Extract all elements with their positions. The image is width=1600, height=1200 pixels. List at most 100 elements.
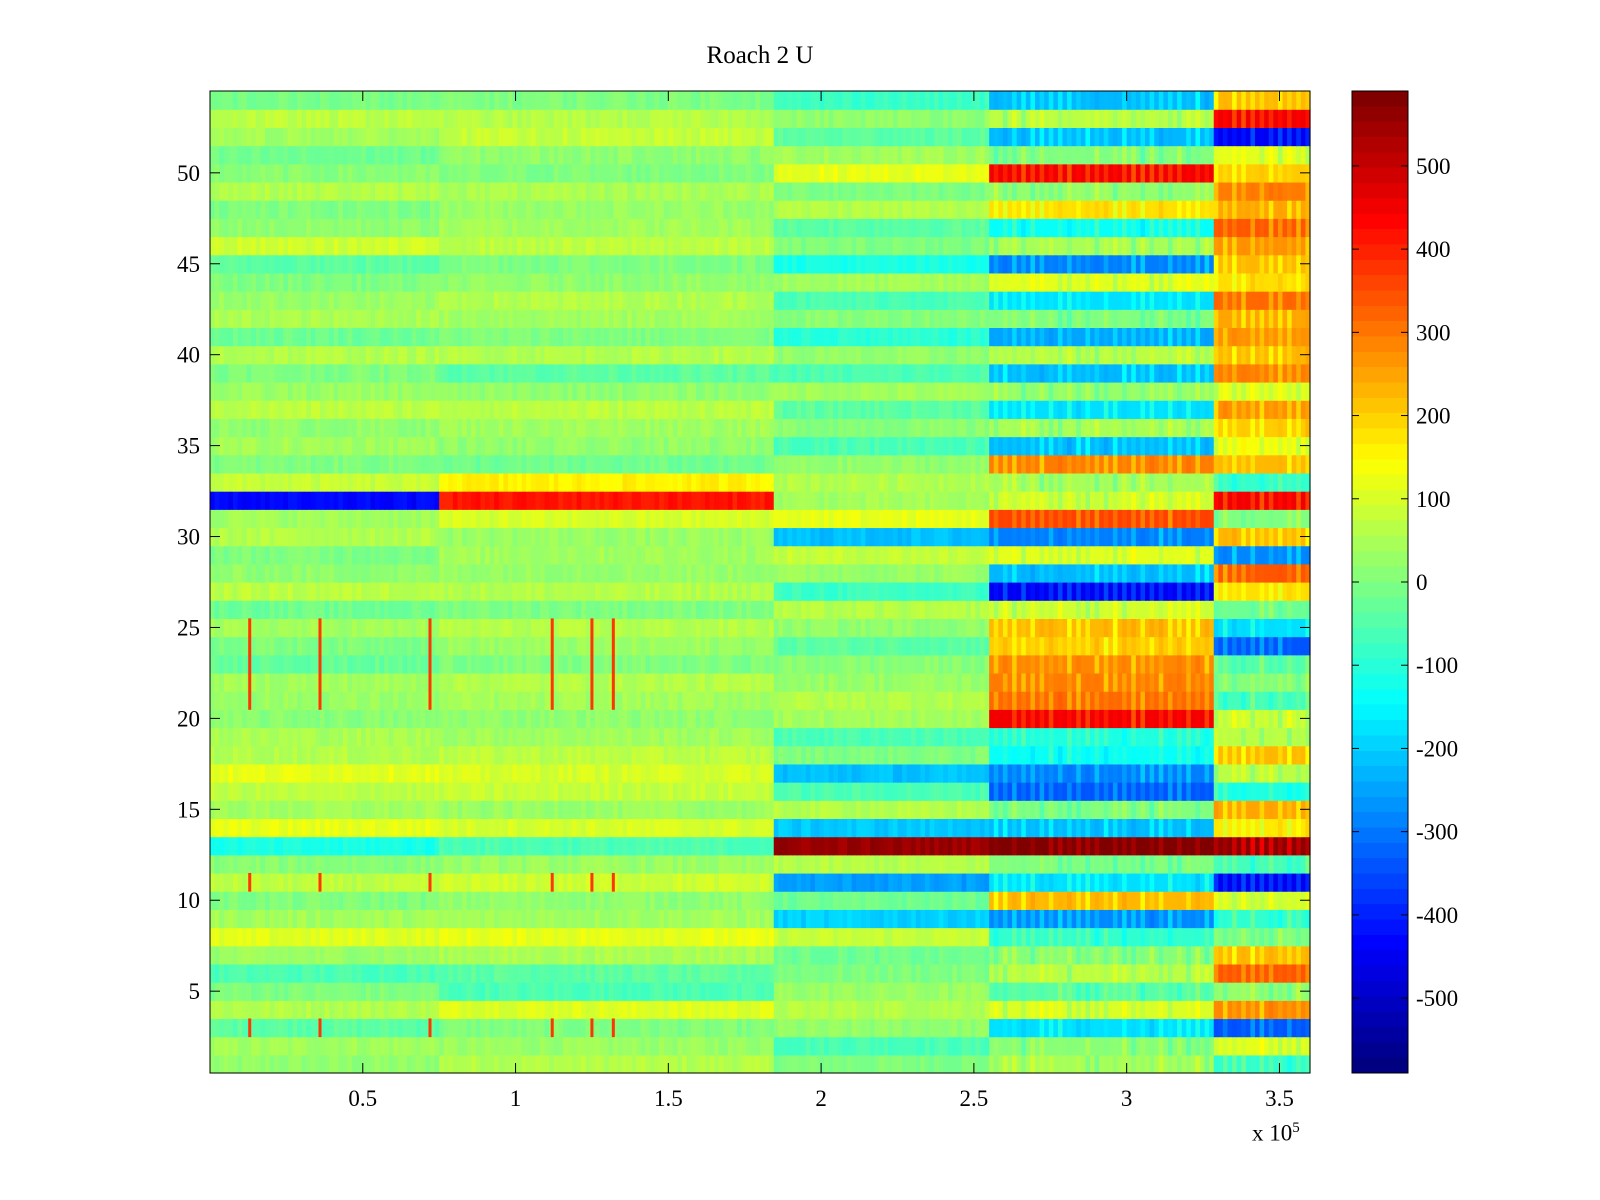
heatmap-cell <box>847 836 853 856</box>
heatmap-cell <box>980 872 986 892</box>
heatmap-cell <box>278 872 284 892</box>
heatmap-cell <box>1154 1018 1160 1038</box>
heatmap-cell <box>425 945 431 965</box>
heatmap-cell <box>338 963 344 983</box>
heatmap-cell <box>1177 1018 1183 1038</box>
heatmap-cell <box>434 854 440 874</box>
heatmap-cell <box>631 982 637 1001</box>
heatmap-cell <box>553 818 559 838</box>
heatmap-cell <box>434 709 440 729</box>
heatmap-cell <box>902 909 908 929</box>
heatmap-cell <box>526 1036 532 1056</box>
heatmap-cell <box>585 1000 592 1020</box>
heatmap-cell <box>741 854 747 874</box>
heatmap-cell <box>210 854 216 874</box>
heatmap-cell <box>576 818 582 838</box>
heatmap-cell <box>1232 709 1238 729</box>
heatmap-cell <box>622 927 628 947</box>
heatmap-cell <box>700 891 706 910</box>
heatmap-cell <box>1117 709 1123 729</box>
heatmap-cell <box>700 763 706 783</box>
heatmap-cell <box>686 891 692 910</box>
heatmap-cell <box>310 745 317 765</box>
heatmap-cell <box>434 1054 440 1074</box>
heatmap-cell <box>232 872 239 892</box>
heatmap-cell <box>1149 891 1155 910</box>
heatmap-cell <box>732 1018 738 1038</box>
heatmap-cell <box>352 963 358 983</box>
heatmap-cell <box>1186 1000 1192 1020</box>
heatmap-cell <box>947 872 954 892</box>
heatmap-cell <box>462 782 468 801</box>
heatmap-cell <box>764 1054 770 1074</box>
heatmap-cell <box>315 1036 321 1056</box>
heatmap-cell <box>1250 818 1256 838</box>
heatmap-cell <box>443 909 449 929</box>
heatmap-cell <box>737 800 743 820</box>
heatmap-cell <box>1186 945 1192 965</box>
heatmap-cell <box>466 927 472 947</box>
heatmap-cell <box>562 818 569 838</box>
heatmap-cell <box>375 800 381 820</box>
heatmap-cell <box>828 709 834 729</box>
heatmap-cell <box>1053 745 1059 765</box>
heatmap-cell <box>1268 763 1274 783</box>
heatmap-cell <box>416 727 422 747</box>
heatmap-cell <box>384 727 390 747</box>
heatmap-cell <box>892 909 899 929</box>
heatmap-cell <box>320 782 326 801</box>
heatmap-cell <box>815 927 821 947</box>
heatmap-cell <box>1021 963 1027 983</box>
heatmap-cell <box>1090 982 1096 1001</box>
heatmap-cell <box>906 1018 912 1038</box>
heatmap-cell <box>370 909 376 929</box>
heatmap-cell <box>384 782 390 801</box>
heatmap-cell <box>232 800 239 820</box>
heatmap-cell <box>1039 963 1045 983</box>
heatmap-cell <box>365 818 372 838</box>
heatmap-cell <box>938 945 944 965</box>
heatmap-cell <box>471 836 477 856</box>
heatmap-cell <box>356 891 362 910</box>
heatmap-cell <box>278 709 284 729</box>
heatmap-cell <box>902 691 908 710</box>
heatmap-cell <box>494 709 500 729</box>
heatmap-cell <box>718 763 724 783</box>
heatmap-cell <box>755 982 761 1001</box>
heatmap-cell <box>865 1018 871 1038</box>
heatmap-cell <box>856 909 862 929</box>
heatmap-cell <box>1227 854 1233 874</box>
heatmap-cell <box>1025 709 1032 729</box>
heatmap-cell <box>379 727 385 747</box>
heatmap-cell <box>723 891 729 910</box>
heatmap-cell <box>732 1036 738 1056</box>
heatmap-cell <box>306 782 312 801</box>
heatmap-cell <box>1259 1018 1265 1038</box>
heatmap-cell <box>526 945 532 965</box>
heatmap-cell <box>242 909 248 929</box>
heatmap-cell <box>1057 854 1064 874</box>
heatmap-cell <box>677 1018 683 1038</box>
heatmap-cell <box>1273 836 1279 856</box>
heatmap-cell <box>837 763 844 783</box>
heatmap-cell <box>984 709 990 729</box>
heatmap-cell <box>879 945 885 965</box>
heatmap-cell <box>384 709 390 729</box>
heatmap-cell <box>283 982 289 1001</box>
heatmap-cell <box>851 763 857 783</box>
heatmap-cell <box>833 709 839 729</box>
heatmap-cell <box>246 836 252 856</box>
heatmap-cell <box>448 800 454 820</box>
heatmap-cell <box>865 800 871 820</box>
heatmap-cell <box>210 1000 216 1020</box>
heatmap-cell <box>943 818 949 838</box>
heatmap-cell <box>214 782 220 801</box>
heatmap-cell <box>466 782 472 801</box>
heatmap-cell <box>980 909 986 929</box>
heatmap-cell <box>870 1036 876 1056</box>
heatmap-cell <box>737 891 743 910</box>
heatmap-cell <box>1140 891 1146 910</box>
heatmap-cell <box>897 945 903 965</box>
heatmap-cell <box>512 891 518 910</box>
heatmap-cell <box>801 745 807 765</box>
